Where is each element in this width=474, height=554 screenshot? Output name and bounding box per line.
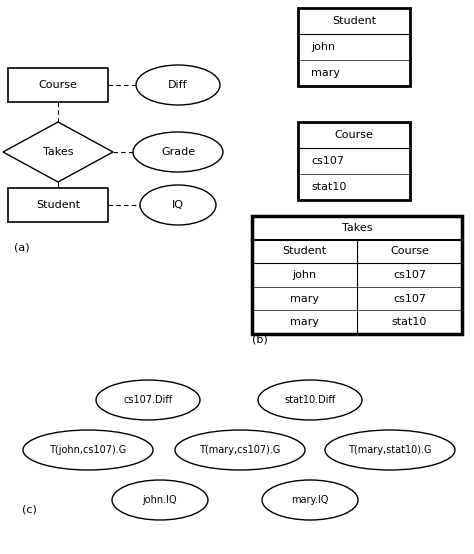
Text: mary.IQ: mary.IQ [292,495,328,505]
Ellipse shape [258,380,362,420]
Ellipse shape [136,65,220,105]
Text: cs107.Diff: cs107.Diff [123,395,173,405]
Text: Takes: Takes [43,147,73,157]
Bar [298,8,410,86]
Text: john.IQ: john.IQ [143,495,177,505]
Ellipse shape [96,380,200,420]
Text: (a): (a) [14,243,29,253]
Text: Student: Student [283,247,327,257]
Text: Student: Student [332,16,376,26]
Text: IQ: IQ [172,200,184,210]
Text: john: john [311,42,336,52]
Ellipse shape [23,430,153,470]
Text: mary: mary [290,294,319,304]
Text: T(john,cs107).G: T(john,cs107).G [49,445,127,455]
Text: cs107: cs107 [393,294,426,304]
Text: (b): (b) [252,335,268,345]
Bar [298,122,410,200]
Text: T(mary,cs107).G: T(mary,cs107).G [199,445,281,455]
Ellipse shape [325,430,455,470]
Text: T(mary,stat10).G: T(mary,stat10).G [348,445,432,455]
Text: (c): (c) [22,505,37,515]
Bar [8,188,108,222]
Text: Diff: Diff [168,80,188,90]
Text: Course: Course [335,130,374,140]
Ellipse shape [262,480,358,520]
Text: Takes: Takes [342,223,372,233]
Ellipse shape [140,185,216,225]
Ellipse shape [133,132,223,172]
Text: stat10.Diff: stat10.Diff [284,395,336,405]
Text: Course: Course [38,80,77,90]
Text: Student: Student [36,200,80,210]
Text: mary: mary [290,317,319,327]
Polygon shape [3,122,113,182]
Ellipse shape [175,430,305,470]
Ellipse shape [112,480,208,520]
Text: mary: mary [311,68,340,78]
Text: cs107: cs107 [311,156,345,166]
Text: Grade: Grade [161,147,195,157]
Bar [252,216,462,334]
Text: Course: Course [390,247,429,257]
Text: cs107: cs107 [393,270,426,280]
Text: stat10: stat10 [311,182,347,192]
Text: stat10: stat10 [392,317,427,327]
Text: john: john [292,270,317,280]
Bar [8,68,108,102]
